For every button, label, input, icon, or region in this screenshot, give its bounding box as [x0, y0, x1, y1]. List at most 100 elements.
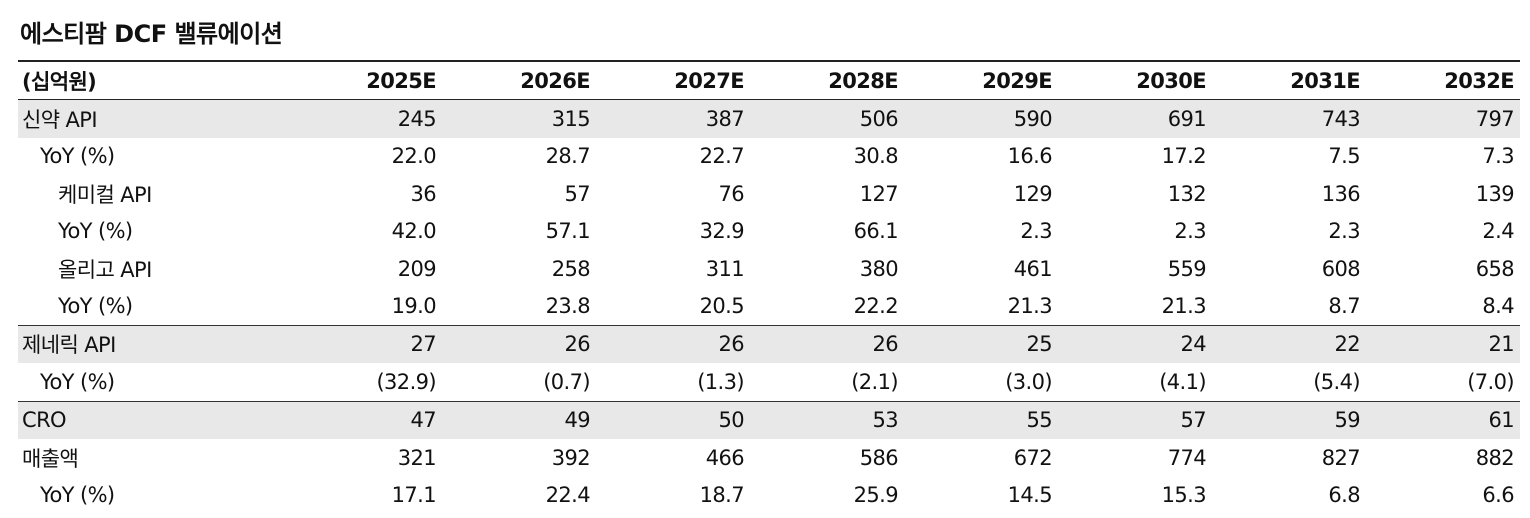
row-label: 케미컬 API — [58, 182, 152, 207]
table-cell: 25 — [904, 325, 1058, 364]
table-cell: 132 — [1167, 181, 1207, 206]
table-cell: 7.5 — [1328, 144, 1360, 169]
table-row: YoY (%) (32.9) (0.7) (1.3) (2.1) (3.0) (… — [18, 363, 1520, 401]
table-row: 올리고 API 209 258 311 380 461 559 608 658 — [18, 250, 1520, 287]
table-cell: 827 — [1321, 445, 1361, 470]
table-cell: 57.1 — [545, 219, 591, 244]
table-cell: 392 — [551, 445, 591, 470]
table-cell: (7.0) — [1467, 369, 1514, 394]
table-cell: 2.3 — [1020, 219, 1052, 244]
table-cell: 26 — [596, 325, 750, 364]
row-label: YoY (%) — [40, 482, 115, 507]
row-label: YoY (%) — [58, 294, 133, 319]
table-cell: 136 — [1321, 181, 1361, 206]
table-row: YoY (%) 42.0 57.1 32.9 66.1 2.3 2.3 2.3 … — [18, 213, 1520, 250]
table-cell: 32.9 — [699, 219, 745, 244]
table-cell: 2.3 — [1328, 219, 1360, 244]
table-cell: (2.1) — [851, 369, 898, 394]
table-cell: 24 — [1058, 325, 1212, 364]
table-cell: 76 — [718, 181, 744, 206]
table-cell: 774 — [1167, 445, 1207, 470]
table-cell: 22 — [1212, 325, 1366, 364]
table-cell: 55 — [904, 401, 1058, 439]
table-cell: 672 — [1013, 445, 1053, 470]
table-cell: 47 — [288, 401, 442, 439]
table-cell: 797 — [1366, 99, 1520, 138]
table-cell: 19.0 — [391, 294, 437, 319]
year-header: 2029E — [982, 68, 1052, 93]
table-cell: 245 — [288, 99, 442, 138]
table-cell: (1.3) — [697, 369, 744, 394]
table-cell: 53 — [750, 401, 904, 439]
table-cell: 49 — [442, 401, 596, 439]
table-cell: 36 — [410, 181, 436, 206]
table-cell: 22.4 — [545, 482, 591, 507]
year-header: 2026E — [520, 68, 590, 93]
table-cell: 42.0 — [391, 219, 437, 244]
table-cell: 22.2 — [853, 294, 899, 319]
table-cell: 30.8 — [853, 144, 899, 169]
table-cell: 586 — [859, 445, 899, 470]
table-cell: 14.5 — [1007, 482, 1053, 507]
table-cell: 743 — [1212, 99, 1366, 138]
table-row: 케미컬 API 36 57 76 127 129 132 136 139 — [18, 175, 1520, 212]
table-cell: 139 — [1475, 181, 1515, 206]
year-header: 2028E — [828, 68, 898, 93]
table-cell: 127 — [859, 181, 899, 206]
table-cell: 22.0 — [391, 144, 437, 169]
row-label: 신약 API — [18, 99, 288, 138]
row-label: YoY (%) — [58, 219, 133, 244]
table-cell: 28.7 — [545, 144, 591, 169]
table-row: 제네릭 API 27 26 26 26 25 24 22 21 — [18, 325, 1520, 364]
table-cell: 23.8 — [545, 294, 591, 319]
table-row: YoY (%) 17.1 22.4 18.7 25.9 14.5 15.3 6.… — [18, 476, 1520, 513]
table-cell: 8.4 — [1482, 294, 1514, 319]
unit-label: (십억원) — [22, 69, 97, 94]
table-cell: 258 — [551, 256, 591, 281]
table-row: YoY (%) 22.0 28.7 22.7 30.8 16.6 17.2 7.… — [18, 138, 1520, 175]
table-cell: 22.7 — [699, 144, 745, 169]
year-header: 2030E — [1136, 68, 1206, 93]
table-cell: 20.5 — [699, 294, 745, 319]
table-cell: 321 — [397, 445, 437, 470]
table-cell: 2.4 — [1482, 219, 1514, 244]
table-row: 신약 API 245 315 387 506 590 691 743 797 — [18, 99, 1520, 138]
table-cell: (4.1) — [1159, 369, 1206, 394]
row-label: 올리고 API — [58, 257, 152, 282]
table-cell: (3.0) — [1005, 369, 1052, 394]
table-header-row: (십억원) 2025E 2026E 2027E 2028E 2029E 2030… — [18, 61, 1520, 100]
table-cell: 21.3 — [1007, 294, 1053, 319]
table-cell: 21 — [1366, 325, 1520, 364]
table-cell: 17.1 — [391, 482, 437, 507]
table-row: YoY (%) 19.0 23.8 20.5 22.2 21.3 21.3 8.… — [18, 287, 1520, 325]
table-row: 매출액 321 392 466 586 672 774 827 882 — [18, 439, 1520, 476]
table-cell: 8.7 — [1328, 294, 1360, 319]
table-cell: 61 — [1366, 401, 1520, 439]
table-cell: 461 — [1013, 256, 1053, 281]
table-cell: 2.3 — [1174, 219, 1206, 244]
row-label: YoY (%) — [40, 369, 115, 394]
table-cell: 658 — [1475, 256, 1515, 281]
table-cell: (5.4) — [1313, 369, 1360, 394]
table-cell: 466 — [705, 445, 745, 470]
dcf-valuation-table: (십억원) 2025E 2026E 2027E 2028E 2029E 2030… — [18, 60, 1520, 514]
year-header: 2027E — [674, 68, 744, 93]
table-cell: 608 — [1321, 256, 1361, 281]
table-cell: 506 — [750, 99, 904, 138]
row-label: 매출액 — [22, 446, 79, 471]
table-cell: 57 — [1058, 401, 1212, 439]
table-cell: 26 — [442, 325, 596, 364]
table-cell: 311 — [705, 256, 745, 281]
year-header: 2025E — [366, 68, 436, 93]
row-label: 제네릭 API — [18, 325, 288, 364]
table-cell: 315 — [442, 99, 596, 138]
row-label: CRO — [18, 401, 288, 439]
table-cell: 15.3 — [1161, 482, 1207, 507]
table-cell: 691 — [1058, 99, 1212, 138]
table-row: CRO 47 49 50 53 55 57 59 61 — [18, 401, 1520, 439]
table-cell: (32.9) — [376, 369, 436, 394]
table-cell: 380 — [859, 256, 899, 281]
table-cell: 26 — [750, 325, 904, 364]
table-cell: 882 — [1475, 445, 1515, 470]
table-cell: 57 — [564, 181, 590, 206]
